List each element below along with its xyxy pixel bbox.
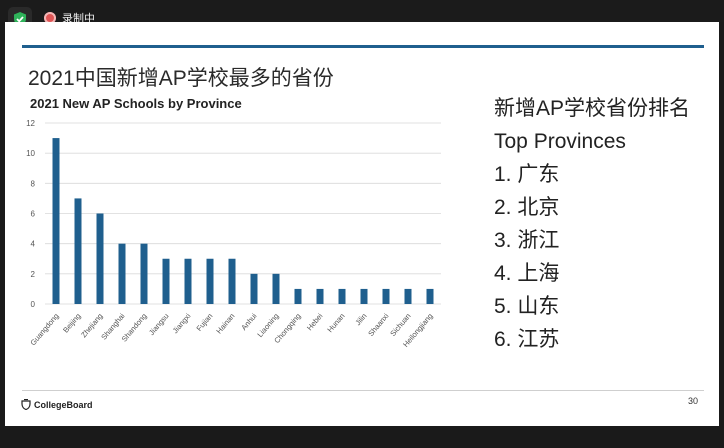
rank-item: 3. 浙江 xyxy=(494,229,560,252)
bar xyxy=(96,213,104,304)
rank-item: 6. 江苏 xyxy=(494,328,560,351)
y-tick-label: 10 xyxy=(26,149,35,158)
slide-title: 2021中国新增AP学校最多的省份 xyxy=(28,67,334,90)
bar xyxy=(382,288,390,304)
bar xyxy=(184,258,192,304)
footer-rule xyxy=(22,390,704,391)
bar xyxy=(426,288,434,304)
bar xyxy=(52,138,60,304)
x-tick-label: Fujian xyxy=(195,312,215,333)
x-tick-label: Hainan xyxy=(214,312,236,336)
x-tick-label: Hebei xyxy=(305,311,325,332)
acorn-icon xyxy=(21,399,31,410)
y-tick-label: 4 xyxy=(31,240,36,249)
bar xyxy=(294,288,302,304)
bar xyxy=(118,243,126,304)
y-tick-label: 12 xyxy=(26,119,35,128)
x-tick-label: Beijing xyxy=(61,312,82,335)
bottom-bar xyxy=(0,426,724,448)
bar xyxy=(228,258,236,304)
x-tick-label: Anhui xyxy=(239,311,258,332)
page-number: 30 xyxy=(688,396,699,406)
y-tick-label: 6 xyxy=(31,210,36,219)
y-tick-label: 8 xyxy=(31,179,36,188)
panel-heading-en: Top Provinces xyxy=(494,130,626,153)
recorder-toolbar: 录制中 xyxy=(0,0,724,31)
x-tick-label: Jiangxi xyxy=(171,311,193,335)
x-tick-label: Jilin xyxy=(353,312,368,328)
top-provinces-panel: 新增AP学校省份排名 Top Provinces 1. 广东 2. 北京 3. … xyxy=(494,92,690,356)
y-tick-label: 0 xyxy=(31,300,36,309)
rank-item: 1. 广东 xyxy=(494,163,560,186)
bar xyxy=(162,258,170,304)
x-tick-label: Shaanxi xyxy=(366,311,391,338)
rank-item: 2. 北京 xyxy=(494,196,560,219)
bar xyxy=(250,273,258,304)
bar xyxy=(74,198,82,304)
x-tick-label: Jiangsu xyxy=(147,312,171,338)
rank-item: 5. 山东 xyxy=(494,295,560,318)
presentation-slide: 2021中国新增AP学校最多的省份 2021 New AP Schools by… xyxy=(5,22,719,426)
bar xyxy=(338,288,346,304)
x-tick-label: Hunan xyxy=(325,312,346,335)
rank-item: 4. 上海 xyxy=(494,262,560,285)
x-tick-label: Guangdong xyxy=(28,312,60,348)
logo-text: CollegeBoard xyxy=(34,399,93,410)
bar xyxy=(272,273,280,304)
y-tick-label: 2 xyxy=(31,270,36,279)
collegeboard-logo: CollegeBoard xyxy=(21,399,93,410)
panel-heading-cn: 新增AP学校省份排名 xyxy=(494,97,691,120)
bar xyxy=(206,258,214,304)
bar xyxy=(404,288,412,304)
bar xyxy=(316,288,324,304)
bar xyxy=(360,288,368,304)
title-rule xyxy=(22,45,704,48)
bar xyxy=(140,243,148,304)
chart-title: 2021 New AP Schools by Province xyxy=(30,96,242,111)
record-icon xyxy=(44,12,56,24)
